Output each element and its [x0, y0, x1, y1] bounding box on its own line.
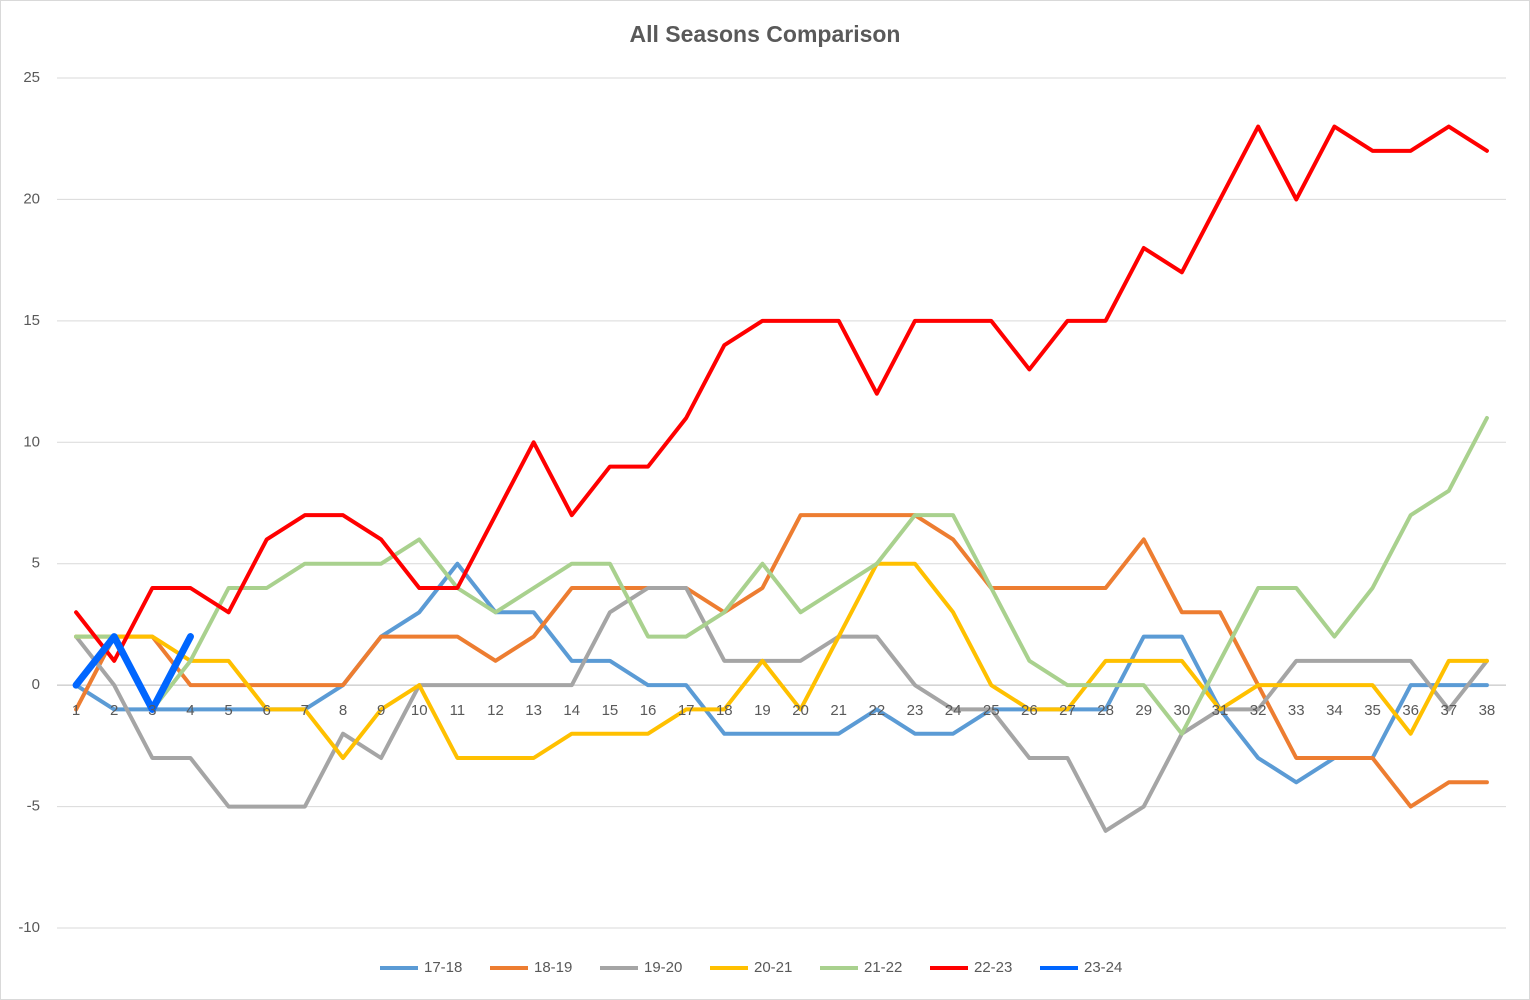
x-tick-label: 35: [1364, 702, 1381, 719]
x-tick-label: 23: [907, 702, 924, 719]
x-tick-label: 25: [983, 702, 1000, 719]
chart-title: All Seasons Comparison: [630, 21, 901, 47]
y-tick-label: 0: [32, 676, 40, 693]
x-tick-label: 15: [602, 702, 619, 719]
legend-label: 20-21: [754, 959, 792, 976]
series-line: [74, 561, 1489, 760]
x-tick-label: 7: [301, 702, 309, 719]
series-line: [74, 124, 1489, 663]
x-tick-label: 6: [263, 702, 271, 719]
x-tick-label: 28: [1097, 702, 1114, 719]
x-tick-label: 11: [450, 702, 466, 719]
series-line: [74, 416, 1489, 736]
x-tick-label: 26: [1021, 702, 1038, 719]
series-line: [72, 633, 194, 713]
x-tick-label: 36: [1402, 702, 1419, 719]
x-tick-label: 9: [377, 702, 385, 719]
legend-label: 19-20: [644, 959, 682, 976]
x-tick-label: 2: [110, 702, 118, 719]
legend-label: 22-23: [974, 959, 1012, 976]
x-tick-label: 38: [1479, 702, 1496, 719]
y-tick-label: 10: [23, 433, 40, 450]
legend-label: 23-24: [1084, 959, 1122, 976]
series-line: [74, 586, 1489, 833]
x-tick-label: 31: [1212, 702, 1229, 719]
x-tick-label: 12: [487, 702, 504, 719]
series-line: [74, 561, 1489, 785]
x-tick-label: 10: [411, 702, 428, 719]
legend-label: 17-18: [424, 959, 462, 976]
x-tick-label: 24: [945, 702, 962, 719]
legend-label: 18-19: [534, 959, 572, 976]
series-line: [74, 513, 1489, 809]
y-tick-label: 5: [32, 555, 40, 572]
x-tick-label: 20: [792, 702, 809, 719]
x-tick-label: 1: [72, 702, 80, 719]
x-tick-label: 16: [640, 702, 657, 719]
y-tick-label: -10: [18, 919, 40, 936]
y-tick-label: 25: [23, 69, 40, 86]
x-tick-label: 21: [830, 702, 847, 719]
x-tick-label: 13: [525, 702, 542, 719]
x-tick-label: 27: [1059, 702, 1076, 719]
x-tick-label: 17: [678, 702, 695, 719]
x-tick-label: 4: [186, 702, 194, 719]
x-tick-label: 33: [1288, 702, 1305, 719]
x-tick-label: 30: [1174, 702, 1191, 719]
y-tick-label: 15: [23, 312, 40, 329]
x-tick-label: 37: [1440, 702, 1457, 719]
y-tick-label: -5: [27, 798, 40, 815]
legend-label: 21-22: [864, 959, 902, 976]
x-tick-label: 14: [563, 702, 580, 719]
x-tick-label: 5: [224, 702, 232, 719]
x-tick-label: 3: [148, 702, 156, 719]
x-tick-label: 29: [1135, 702, 1152, 719]
x-tick-label: 19: [754, 702, 771, 719]
x-tick-label: 18: [716, 702, 733, 719]
x-tick-label: 22: [868, 702, 885, 719]
x-tick-label: 8: [339, 702, 347, 719]
x-tick-label: 32: [1250, 702, 1267, 719]
y-tick-label: 20: [23, 190, 40, 207]
x-tick-label: 34: [1326, 702, 1343, 719]
